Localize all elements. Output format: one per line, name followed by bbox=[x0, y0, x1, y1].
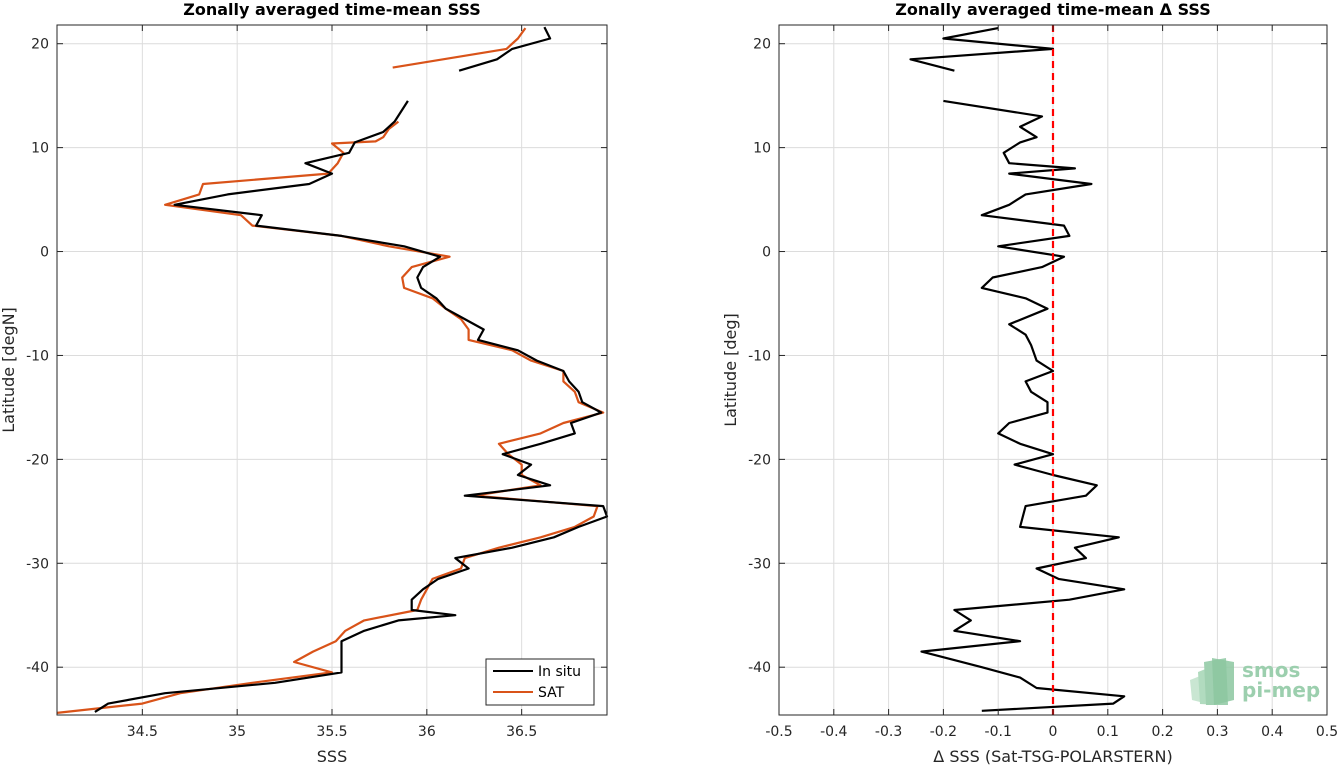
x-tick-label: 0.2 bbox=[1151, 724, 1173, 740]
y-tick-label: 10 bbox=[753, 141, 771, 157]
sss-panel: 34.5 35 35.5 36 36.5 20 10 0 -10 -20 -30 -40 Zonall… bbox=[0, 0, 609, 766]
x-tick-label: -0.4 bbox=[820, 724, 847, 740]
left-grid bbox=[57, 25, 607, 715]
x-tick-label: 0.1 bbox=[1097, 724, 1119, 740]
series-line-in-situ-segment-1 bbox=[94, 100, 609, 713]
x-tick-label: -0.2 bbox=[930, 724, 957, 740]
y-tick-label: -40 bbox=[26, 660, 49, 676]
left-series-group bbox=[56, 26, 609, 714]
legend-sat-label: SAT bbox=[538, 685, 565, 701]
x-tick-label: 0.3 bbox=[1206, 724, 1228, 740]
x-tick-label: 36.5 bbox=[506, 724, 537, 740]
y-tick-label: -30 bbox=[26, 556, 49, 572]
series-line-in-situ-segment-0 bbox=[458, 26, 552, 72]
x-tick-label: -0.5 bbox=[765, 724, 792, 740]
y-tick-label: -40 bbox=[748, 660, 771, 676]
y-tick-label: 0 bbox=[40, 245, 49, 261]
x-tick-label: -0.1 bbox=[985, 724, 1012, 740]
x-tick-label: -0.3 bbox=[875, 724, 902, 740]
logo-wave-4 bbox=[1212, 658, 1234, 705]
left-ticks: 34.5 35 35.5 36 36.5 20 10 0 -10 -20 -30 -40 bbox=[26, 25, 607, 740]
right-ylabel: Latitude [deg] bbox=[721, 313, 740, 427]
left-title: Zonally averaged time-mean SSS bbox=[183, 0, 481, 19]
x-tick-label: 0 bbox=[1049, 724, 1058, 740]
y-tick-label: -10 bbox=[26, 348, 49, 364]
left-ylabel: Latitude [degN] bbox=[0, 307, 18, 433]
series-line-delta-segment-1 bbox=[920, 99, 1126, 712]
right-xlabel: Δ SSS (Sat-TSG-POLARSTERN) bbox=[933, 747, 1172, 766]
y-tick-label: 0 bbox=[762, 245, 771, 261]
y-tick-label: 10 bbox=[31, 141, 49, 157]
x-tick-label: 35 bbox=[228, 724, 246, 740]
series-line-sat-segment-0 bbox=[392, 27, 527, 69]
y-tick-label: 20 bbox=[753, 37, 771, 53]
y-tick-label: -30 bbox=[748, 556, 771, 572]
left-xlabel: SSS bbox=[317, 747, 347, 766]
y-tick-label: 20 bbox=[31, 37, 49, 53]
y-tick-label: -10 bbox=[748, 348, 771, 364]
x-tick-label: 0.5 bbox=[1316, 724, 1338, 740]
legend-insitu-label: In situ bbox=[538, 664, 581, 680]
x-tick-label: 0.4 bbox=[1261, 724, 1283, 740]
right-ticks: -0.5 -0.4 -0.3 -0.2 -0.1 0 0.1 0.2 0.3 0.4 0.5 20 10… bbox=[748, 25, 1338, 740]
logo-text-smos: smos bbox=[1242, 658, 1300, 682]
y-tick-label: -20 bbox=[26, 452, 49, 468]
x-tick-label: 34.5 bbox=[127, 724, 158, 740]
right-series-group bbox=[909, 25, 1126, 715]
series-line-delta-segment-0 bbox=[909, 27, 1055, 72]
delta-sss-panel: -0.5 -0.4 -0.3 -0.2 -0.1 0 0.1 0.2 0.3 0.4 0.5 20 10… bbox=[721, 0, 1338, 766]
x-tick-label: 35.5 bbox=[316, 724, 347, 740]
legend-box bbox=[485, 658, 595, 706]
logo-text-pimep: pi-mep bbox=[1242, 678, 1320, 702]
legend: In situ SAT bbox=[485, 658, 595, 706]
y-tick-label: -20 bbox=[748, 452, 771, 468]
right-title: Zonally averaged time-mean Δ SSS bbox=[895, 0, 1211, 19]
x-tick-label: 36 bbox=[418, 724, 436, 740]
smos-pi-mep-logo: smos pi-mep bbox=[1190, 658, 1320, 705]
